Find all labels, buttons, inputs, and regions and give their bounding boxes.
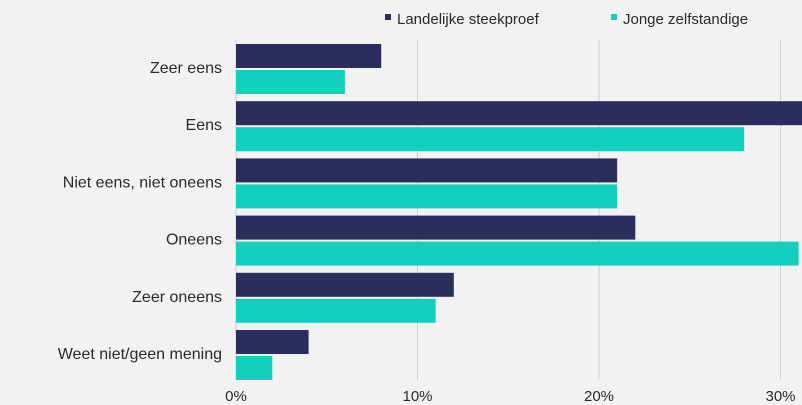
legend: Landelijke steekproef Jonge zelfstandige — [385, 11, 748, 28]
x-tick-label-0: 0% — [225, 388, 247, 405]
bar-jonge-0 — [236, 70, 345, 94]
category-label: Zeer oneens — [132, 289, 222, 306]
bar-landelijke-2 — [236, 158, 618, 183]
bar-landelijke-4 — [236, 272, 454, 297]
category-label: Oneens — [166, 232, 222, 249]
category-label: Weet niet/geen mening — [58, 346, 222, 363]
grid-lines — [235, 40, 781, 380]
bar-jonge-5 — [236, 356, 273, 380]
bar-landelijke-3 — [236, 215, 636, 240]
category-labels: Zeer eens Eens Niet eens, niet oneens Oneen… — [58, 60, 222, 363]
bar-jonge-4 — [236, 298, 436, 323]
category-label: Eens — [186, 117, 222, 134]
x-axis-ticks: 0% 10% 20% 30% — [225, 388, 795, 405]
bar-jonge-1 — [236, 127, 745, 152]
category-label: Niet eens, niet oneens — [63, 174, 222, 191]
legend-label-0: Landelijke steekproef — [397, 11, 540, 28]
x-tick-label-30: 30% — [765, 388, 795, 405]
bars — [236, 44, 802, 380]
legend-marker-0 — [385, 14, 391, 20]
bar-landelijke-0 — [236, 44, 382, 68]
bar-landelijke-1 — [236, 101, 802, 126]
bar-landelijke-5 — [236, 330, 309, 354]
legend-label-1: Jonge zelfstandige — [623, 11, 748, 28]
category-label: Zeer eens — [150, 60, 222, 77]
x-tick-label-10: 10% — [402, 388, 432, 405]
bar-jonge-2 — [236, 184, 618, 209]
legend-marker-1 — [611, 14, 617, 20]
bar-jonge-3 — [236, 241, 799, 266]
x-tick-label-20: 20% — [584, 388, 614, 405]
